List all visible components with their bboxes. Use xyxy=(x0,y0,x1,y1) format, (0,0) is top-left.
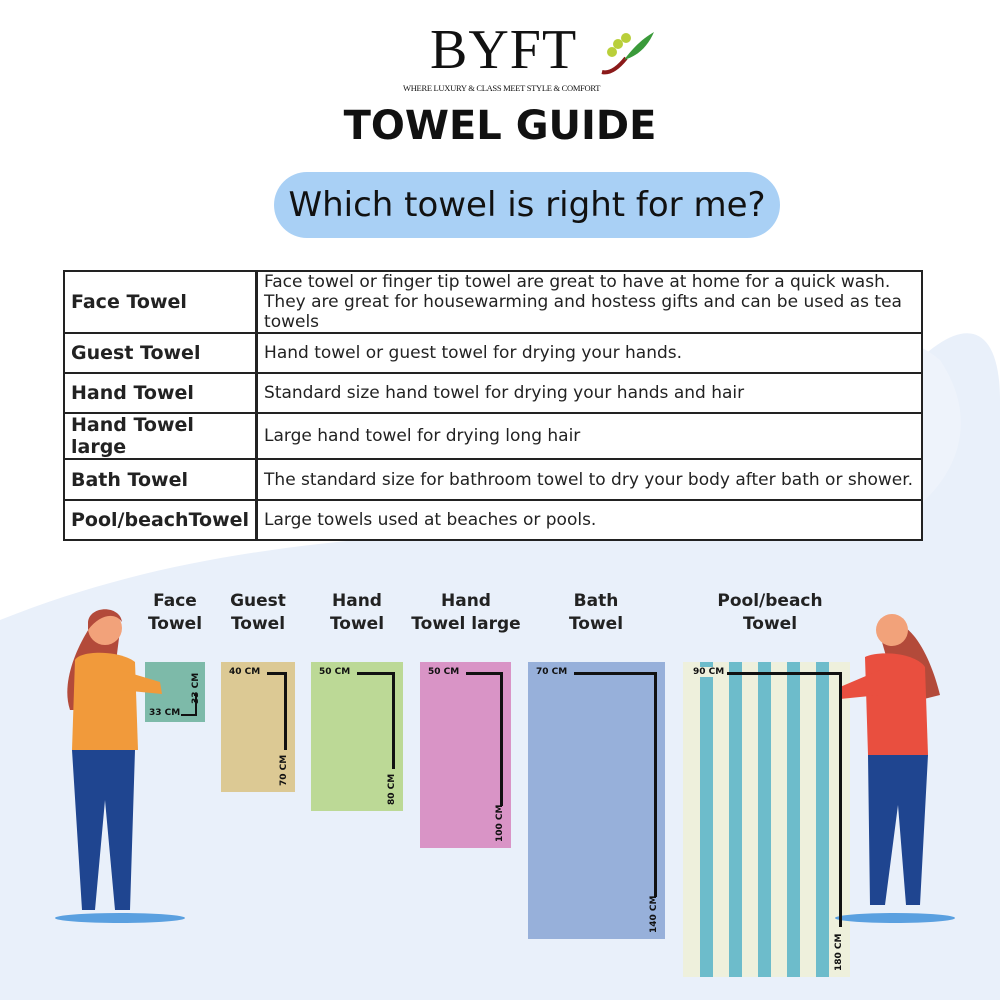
label-line: Towel large xyxy=(411,614,521,634)
towel-desc: Hand towel or guest towel for drying you… xyxy=(255,332,924,374)
towel-label: Guest Towel xyxy=(230,590,286,636)
leaf-logo-icon xyxy=(601,32,654,75)
dimension-line xyxy=(466,672,501,675)
woman-left-illustration xyxy=(55,609,185,923)
label-line: Towel xyxy=(230,614,286,634)
towel-shape xyxy=(528,662,665,939)
brand-tagline: WHERE LUXURY & CLASS MEET STYLE & COMFOR… xyxy=(403,83,601,93)
towel-desc: Standard size hand towel for drying your… xyxy=(255,372,924,414)
towel-type: Pool/beachTowel xyxy=(63,499,259,541)
label-line: Hand xyxy=(332,591,382,611)
dimension-line xyxy=(284,672,287,750)
towel-shape xyxy=(221,662,295,792)
label-line: Hand xyxy=(441,591,491,611)
width-dimension: 70 CM xyxy=(536,667,568,677)
towel-desc: Large towels used at beaches or pools. xyxy=(255,499,924,541)
towel-type: Hand Towel xyxy=(63,372,259,414)
dimension-line xyxy=(357,672,393,675)
towel-shape xyxy=(420,662,511,848)
length-dimension: 80 CM xyxy=(387,773,397,805)
towel-desc: Face towel or finger tip towel are great… xyxy=(255,270,924,334)
dimension-line xyxy=(500,672,503,806)
woman-right-illustration xyxy=(835,614,955,923)
table-row: Bath Towel The standard size for bathroom… xyxy=(63,458,924,501)
table-row: Guest Towel Hand towel or guest towel for… xyxy=(63,332,924,374)
towel-label: Hand Towel large xyxy=(411,590,520,636)
length-dimension: 70 CM xyxy=(279,754,289,786)
desc-line: Face towel or finger tip towel are great… xyxy=(264,272,891,292)
length-dimension: 140 CM xyxy=(649,895,659,933)
width-dimension: 90 CM xyxy=(691,667,727,677)
towel-stripe xyxy=(758,662,771,977)
towel-type: Bath Towel xyxy=(63,458,259,501)
subtitle-pill: Which towel is right for me? xyxy=(274,172,780,238)
label-line: Towel xyxy=(568,614,624,634)
table-row: Pool/beachTowel Large towels used at beac… xyxy=(63,499,924,541)
dimension-line xyxy=(181,714,195,716)
table-row: Hand Towel large Large hand towel for dry… xyxy=(63,412,924,460)
width-dimension: 40 CM xyxy=(229,667,261,677)
towel-stripe xyxy=(729,662,742,977)
label-line: Guest xyxy=(230,591,286,611)
table-row: Face Towel Face towel or finger tip towel… xyxy=(63,270,924,334)
page-title: TOWEL GUIDE xyxy=(343,103,657,149)
towel-type: Guest Towel xyxy=(63,332,259,374)
towel-desc: The standard size for bathroom towel to … xyxy=(255,458,924,501)
dimension-line xyxy=(839,672,842,927)
width-dimension: 50 CM xyxy=(319,667,351,677)
brand-logo: BYFT xyxy=(430,19,578,81)
towel-stripe xyxy=(816,662,829,977)
label-line: Pool/beach xyxy=(717,591,823,611)
label-line: Bath xyxy=(573,591,619,611)
width-dimension: 50 CM xyxy=(428,667,460,677)
dimension-line xyxy=(392,672,395,769)
dimension-line xyxy=(267,672,285,675)
towel-table: Face Towel Face towel or finger tip towel… xyxy=(63,270,924,541)
table-row: Hand Towel Standard size hand towel for d… xyxy=(63,372,924,414)
label-line: Towel xyxy=(147,614,203,634)
towel-type: Hand Towel large xyxy=(63,412,259,460)
towel-stripe xyxy=(700,662,713,977)
width-dimension: 33 CM xyxy=(149,708,181,718)
towel-desc: Large hand towel for drying long hair xyxy=(255,412,924,460)
towel-shape xyxy=(311,662,403,811)
label-line: Towel xyxy=(742,614,798,634)
dimension-line xyxy=(195,694,197,716)
label-line: Towel xyxy=(329,614,385,634)
dimension-line xyxy=(574,672,655,675)
towel-stripe xyxy=(787,662,800,977)
towel-label: Bath Towel xyxy=(569,590,623,636)
desc-line: They are great for housewarming and host… xyxy=(264,292,902,332)
label-line: Face xyxy=(153,591,197,611)
towel-type: Face Towel xyxy=(63,270,259,334)
dimension-line xyxy=(654,672,657,897)
length-dimension: 180 CM xyxy=(834,933,844,971)
dimension-line xyxy=(727,672,840,675)
towel-shape xyxy=(683,662,850,977)
length-dimension: 100 CM xyxy=(495,804,505,842)
towel-label: Pool/beach Towel xyxy=(717,590,822,636)
towel-label: Hand Towel xyxy=(330,590,384,636)
towel-label: Face Towel xyxy=(148,590,202,636)
